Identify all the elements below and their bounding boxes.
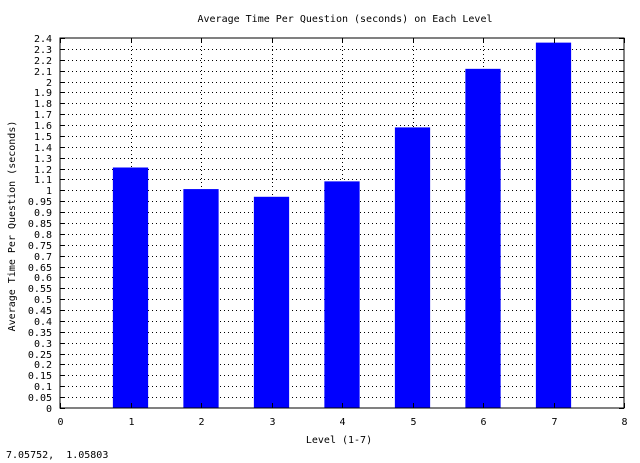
y-tick-label: 2.4 — [34, 34, 52, 45]
x-tick-label: 8 — [621, 417, 627, 428]
y-tick-label: 0.1 — [34, 382, 52, 393]
x-axis-label: Level (1-7) — [306, 435, 372, 446]
y-tick-label: 0.45 — [28, 306, 52, 317]
bar-level-2 — [183, 189, 219, 408]
y-tick-label: 0.4 — [34, 317, 52, 328]
y-tick-label: 0.3 — [34, 339, 52, 350]
y-tick-label: 0.7 — [34, 252, 52, 263]
y-tick-label: 0.05 — [28, 393, 52, 404]
y-tick-label: 1.3 — [34, 154, 52, 165]
y-tick-label: 1.2 — [34, 165, 52, 176]
y-tick-label: 0.35 — [28, 328, 52, 339]
y-tick-label: 1.9 — [34, 88, 52, 99]
y-tick-label: 0.25 — [28, 350, 52, 361]
x-tick-label: 7 — [551, 417, 557, 428]
y-tick-label: 0.55 — [28, 284, 52, 295]
y-tick-label: 0.8 — [34, 230, 52, 241]
y-tick-label: 2 — [46, 78, 52, 89]
y-tick-label: 2.3 — [34, 45, 52, 56]
y-tick-label: 1.1 — [34, 175, 52, 186]
y-tick-label: 0.2 — [34, 360, 52, 371]
x-tick-label: 0 — [57, 417, 63, 428]
y-tick-label: 0.9 — [34, 208, 52, 219]
x-tick-labels: 0 1 2 3 4 5 6 7 8 — [57, 417, 627, 428]
x-tick-label: 6 — [480, 417, 486, 428]
y-tick-label: 1.4 — [34, 143, 52, 154]
coordinate-readout: 7.05752, 1.05803 — [6, 450, 109, 461]
y-tick-label: 1.5 — [34, 132, 52, 143]
y-axis-label: Average Time Per Question (seconds) — [7, 121, 18, 332]
y-tick-label: 0.5 — [34, 295, 52, 306]
y-tick-label: 0.85 — [28, 219, 52, 230]
y-tick-label: 0.75 — [28, 241, 52, 252]
y-tick-labels: 00.050.10.150.20.250.30.350.40.450.50.55… — [28, 34, 52, 415]
y-tick-label: 2.2 — [34, 56, 52, 67]
y-tick-label: 1.7 — [34, 110, 52, 121]
bar-level-4 — [324, 181, 360, 408]
y-tick-label: 1.8 — [34, 99, 52, 110]
y-tick-label: 2.1 — [34, 67, 52, 78]
bar-level-7 — [535, 42, 572, 408]
x-tick-label: 3 — [269, 417, 275, 428]
y-tick-label: 0.95 — [28, 197, 52, 208]
y-tick-label: 1 — [46, 186, 52, 197]
x-tick-label: 5 — [410, 417, 416, 428]
x-tick-label: 4 — [339, 417, 345, 428]
y-tick-label: 0.65 — [28, 263, 52, 274]
x-tick-label: 2 — [198, 417, 204, 428]
y-tick-label: 0 — [46, 404, 52, 415]
bar-level-1 — [112, 167, 149, 408]
bars-layer — [112, 42, 572, 409]
bar-level-6 — [465, 68, 501, 408]
ticks-layer — [60, 38, 625, 409]
y-tick-label: 1.6 — [34, 121, 52, 132]
bar-level-3 — [253, 196, 290, 408]
y-tick-label: 0.15 — [28, 371, 52, 382]
y-tick-label: 0.6 — [34, 273, 52, 284]
bar-level-5 — [394, 127, 431, 409]
x-tick-label: 1 — [128, 417, 134, 428]
chart-title: Average Time Per Question (seconds) on E… — [197, 14, 492, 25]
